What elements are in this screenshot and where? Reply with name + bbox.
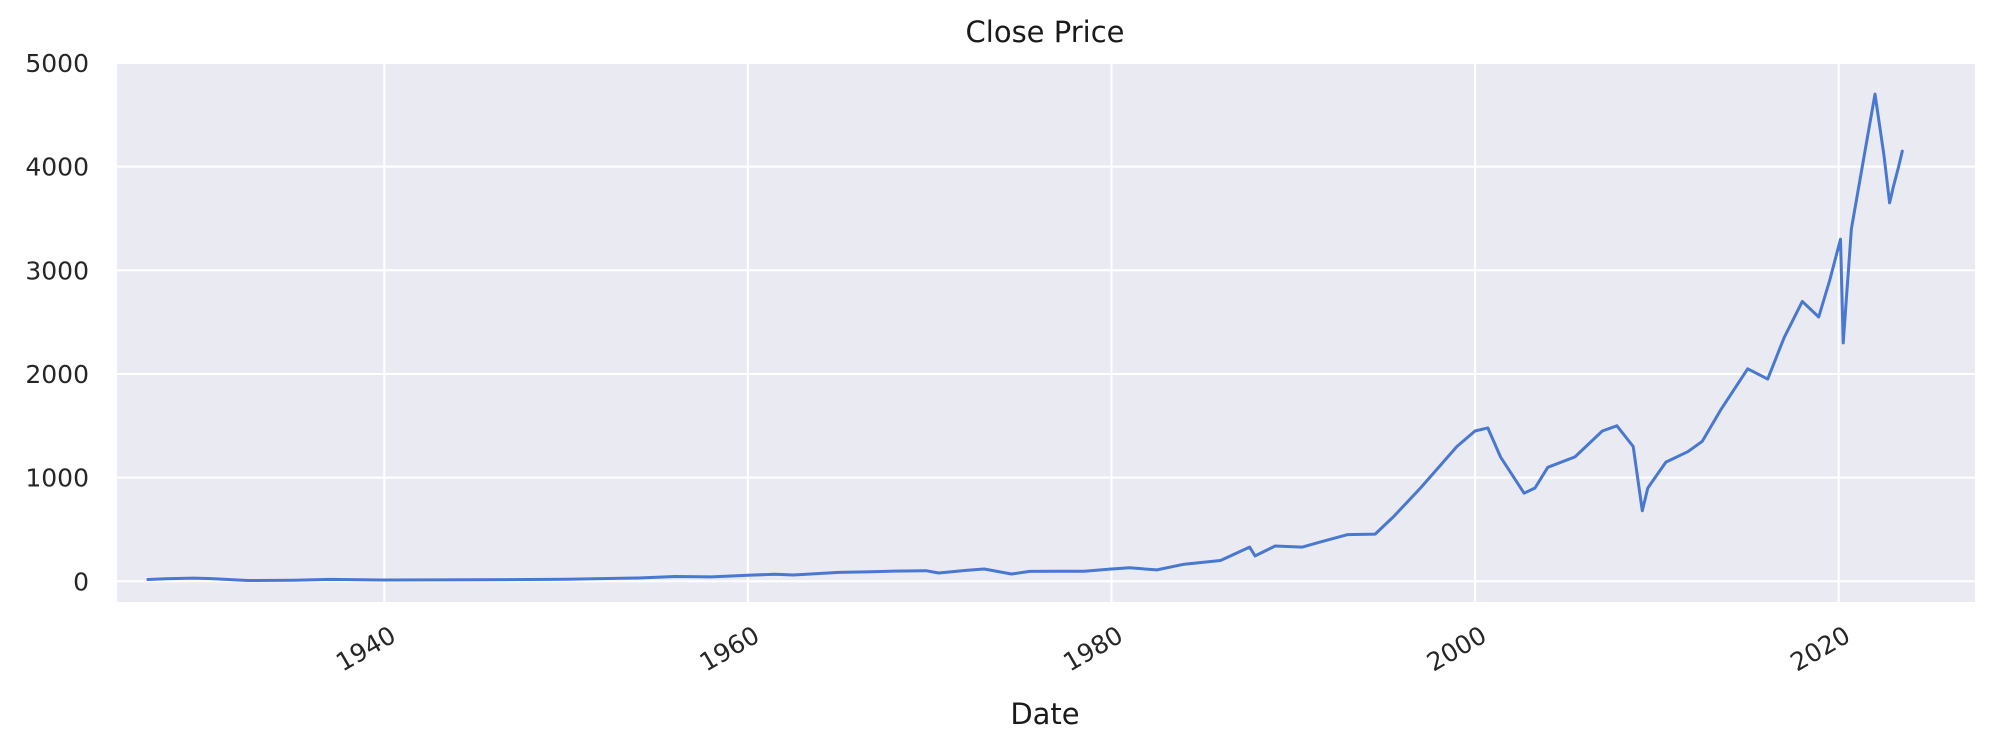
y-tick-label: 2000: [25, 360, 89, 389]
x-axis-label: Date: [1010, 697, 1079, 731]
x-tick-label: 1940: [331, 620, 401, 677]
y-tick-label: 5000: [25, 49, 89, 78]
x-tick-label: 2000: [1422, 620, 1492, 677]
chart-title: Close Price: [966, 15, 1125, 49]
plot-area: [117, 63, 1975, 602]
y-tick-label: 1000: [25, 464, 89, 493]
x-tick-label: 2020: [1785, 620, 1855, 677]
y-tick-label: 4000: [25, 153, 89, 182]
y-tick-label: 0: [73, 567, 89, 596]
series-layer: [146, 92, 1904, 582]
x-tick-label: 1960: [695, 620, 765, 677]
x-tick-label: 1980: [1058, 620, 1128, 677]
close-price-line: [146, 92, 1904, 582]
grid-lines: [117, 62, 1975, 602]
y-tick-label: 3000: [25, 256, 89, 285]
